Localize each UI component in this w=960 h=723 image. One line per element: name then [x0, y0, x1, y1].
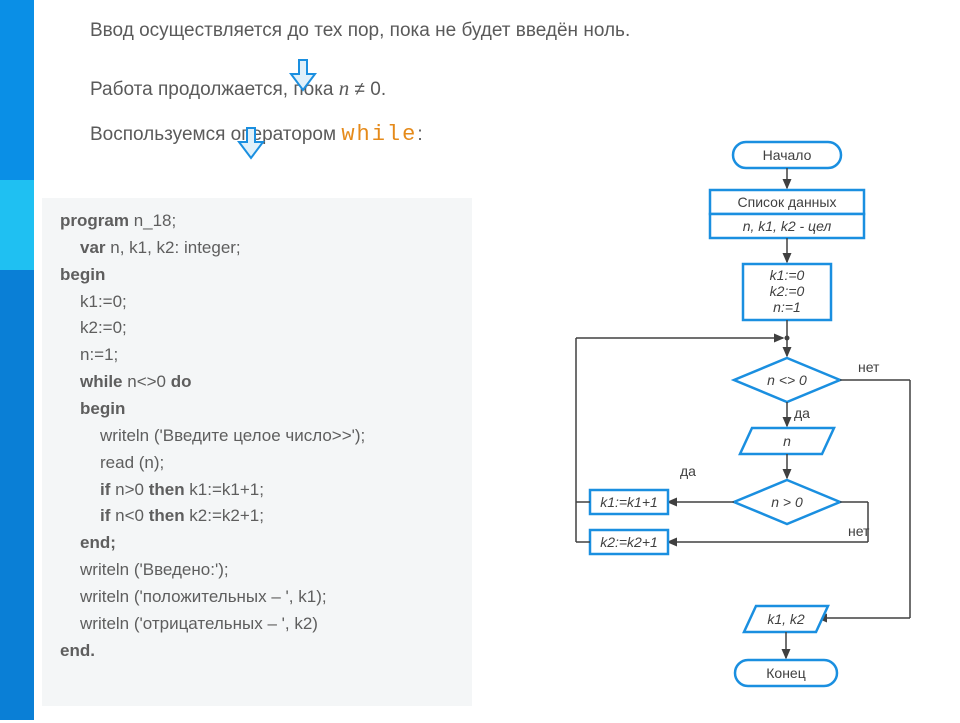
fc-assign2: k2:=k2+1: [600, 534, 658, 550]
intro-line3-a: Воспользуемся оператором: [90, 124, 341, 145]
code-l12d: k2:=k2+1;: [185, 506, 264, 525]
code-l11d: k1:=k1+1;: [185, 480, 264, 499]
intro-line3-b: :: [417, 124, 422, 145]
fc-init2: k2:=0: [770, 283, 805, 299]
fc-datalist: Список данных: [738, 194, 837, 210]
kw-then1: then: [149, 480, 185, 499]
kw-if2: if: [100, 506, 110, 525]
fc-cond2: n > 0: [771, 494, 803, 510]
stripe-seg-2: [0, 180, 34, 270]
stripe-seg-1: [0, 0, 34, 180]
fc-assign1: k1:=k1+1: [600, 494, 658, 510]
code-l4: k1:=0;: [60, 289, 454, 316]
fc-init3: n:=1: [773, 299, 801, 315]
intro-line-1: Ввод осуществляется до тех пор, пока не …: [90, 18, 910, 44]
code-l14: writeln ('Введено:');: [60, 557, 454, 584]
fc-yes1: да: [794, 405, 810, 421]
side-stripe: [0, 0, 34, 720]
while-keyword: while: [341, 122, 417, 147]
kw-program: program: [60, 211, 129, 230]
kw-end2: end.: [60, 641, 95, 660]
code-l7b: n<>0: [123, 372, 171, 391]
kw-while: while: [80, 372, 123, 391]
intro-text: Ввод осуществляется до тех пор, пока не …: [90, 18, 910, 150]
fc-init1: k1:=0: [770, 267, 805, 283]
intro-line-2: Работа продолжается, пока n ≠ 0.: [90, 74, 910, 103]
fc-yes2: да: [680, 463, 696, 479]
code-l6: n:=1;: [60, 342, 454, 369]
fc-input-n: n: [783, 433, 791, 449]
code-listing: program n_18; var n, k1, k2: integer; be…: [42, 198, 472, 706]
fc-start-label: Начало: [763, 147, 812, 163]
arrow-down-icon: [288, 58, 318, 92]
intro-var-n: n: [339, 76, 350, 100]
kw-do: do: [171, 372, 192, 391]
fc-end: Конец: [766, 665, 805, 681]
arrow-down-icon: [236, 126, 266, 160]
fc-no1: нет: [858, 359, 880, 375]
code-l10: read (n);: [60, 450, 454, 477]
fc-cond1: n <> 0: [767, 372, 807, 388]
fc-no2: нет: [848, 523, 870, 539]
stripe-seg-3: [0, 270, 34, 720]
kw-end1: end;: [80, 533, 116, 552]
fc-output: k1, k2: [767, 611, 805, 627]
code-l1b: n_18;: [129, 211, 176, 230]
code-l2b: n, k1, k2: integer;: [106, 238, 241, 257]
code-l5: k2:=0;: [60, 315, 454, 342]
kw-begin: begin: [60, 265, 105, 284]
code-l9: writeln ('Введите целое число>>');: [60, 423, 454, 450]
code-l15: writeln ('положительных – ', k1);: [60, 584, 454, 611]
fc-vars: n, k1, k2 - цел: [743, 218, 832, 234]
kw-begin2: begin: [80, 399, 125, 418]
kw-if1: if: [100, 480, 110, 499]
intro-line2-b: ≠ 0.: [349, 79, 386, 100]
flowchart: Начало Список данных n, k1, k2 - цел k1:…: [560, 138, 960, 718]
code-l12b: n<0: [110, 506, 148, 525]
kw-then2: then: [149, 506, 185, 525]
kw-var: var: [80, 238, 106, 257]
code-l11b: n>0: [110, 480, 148, 499]
code-l16: writeln ('отрицательных – ', k2): [60, 611, 454, 638]
